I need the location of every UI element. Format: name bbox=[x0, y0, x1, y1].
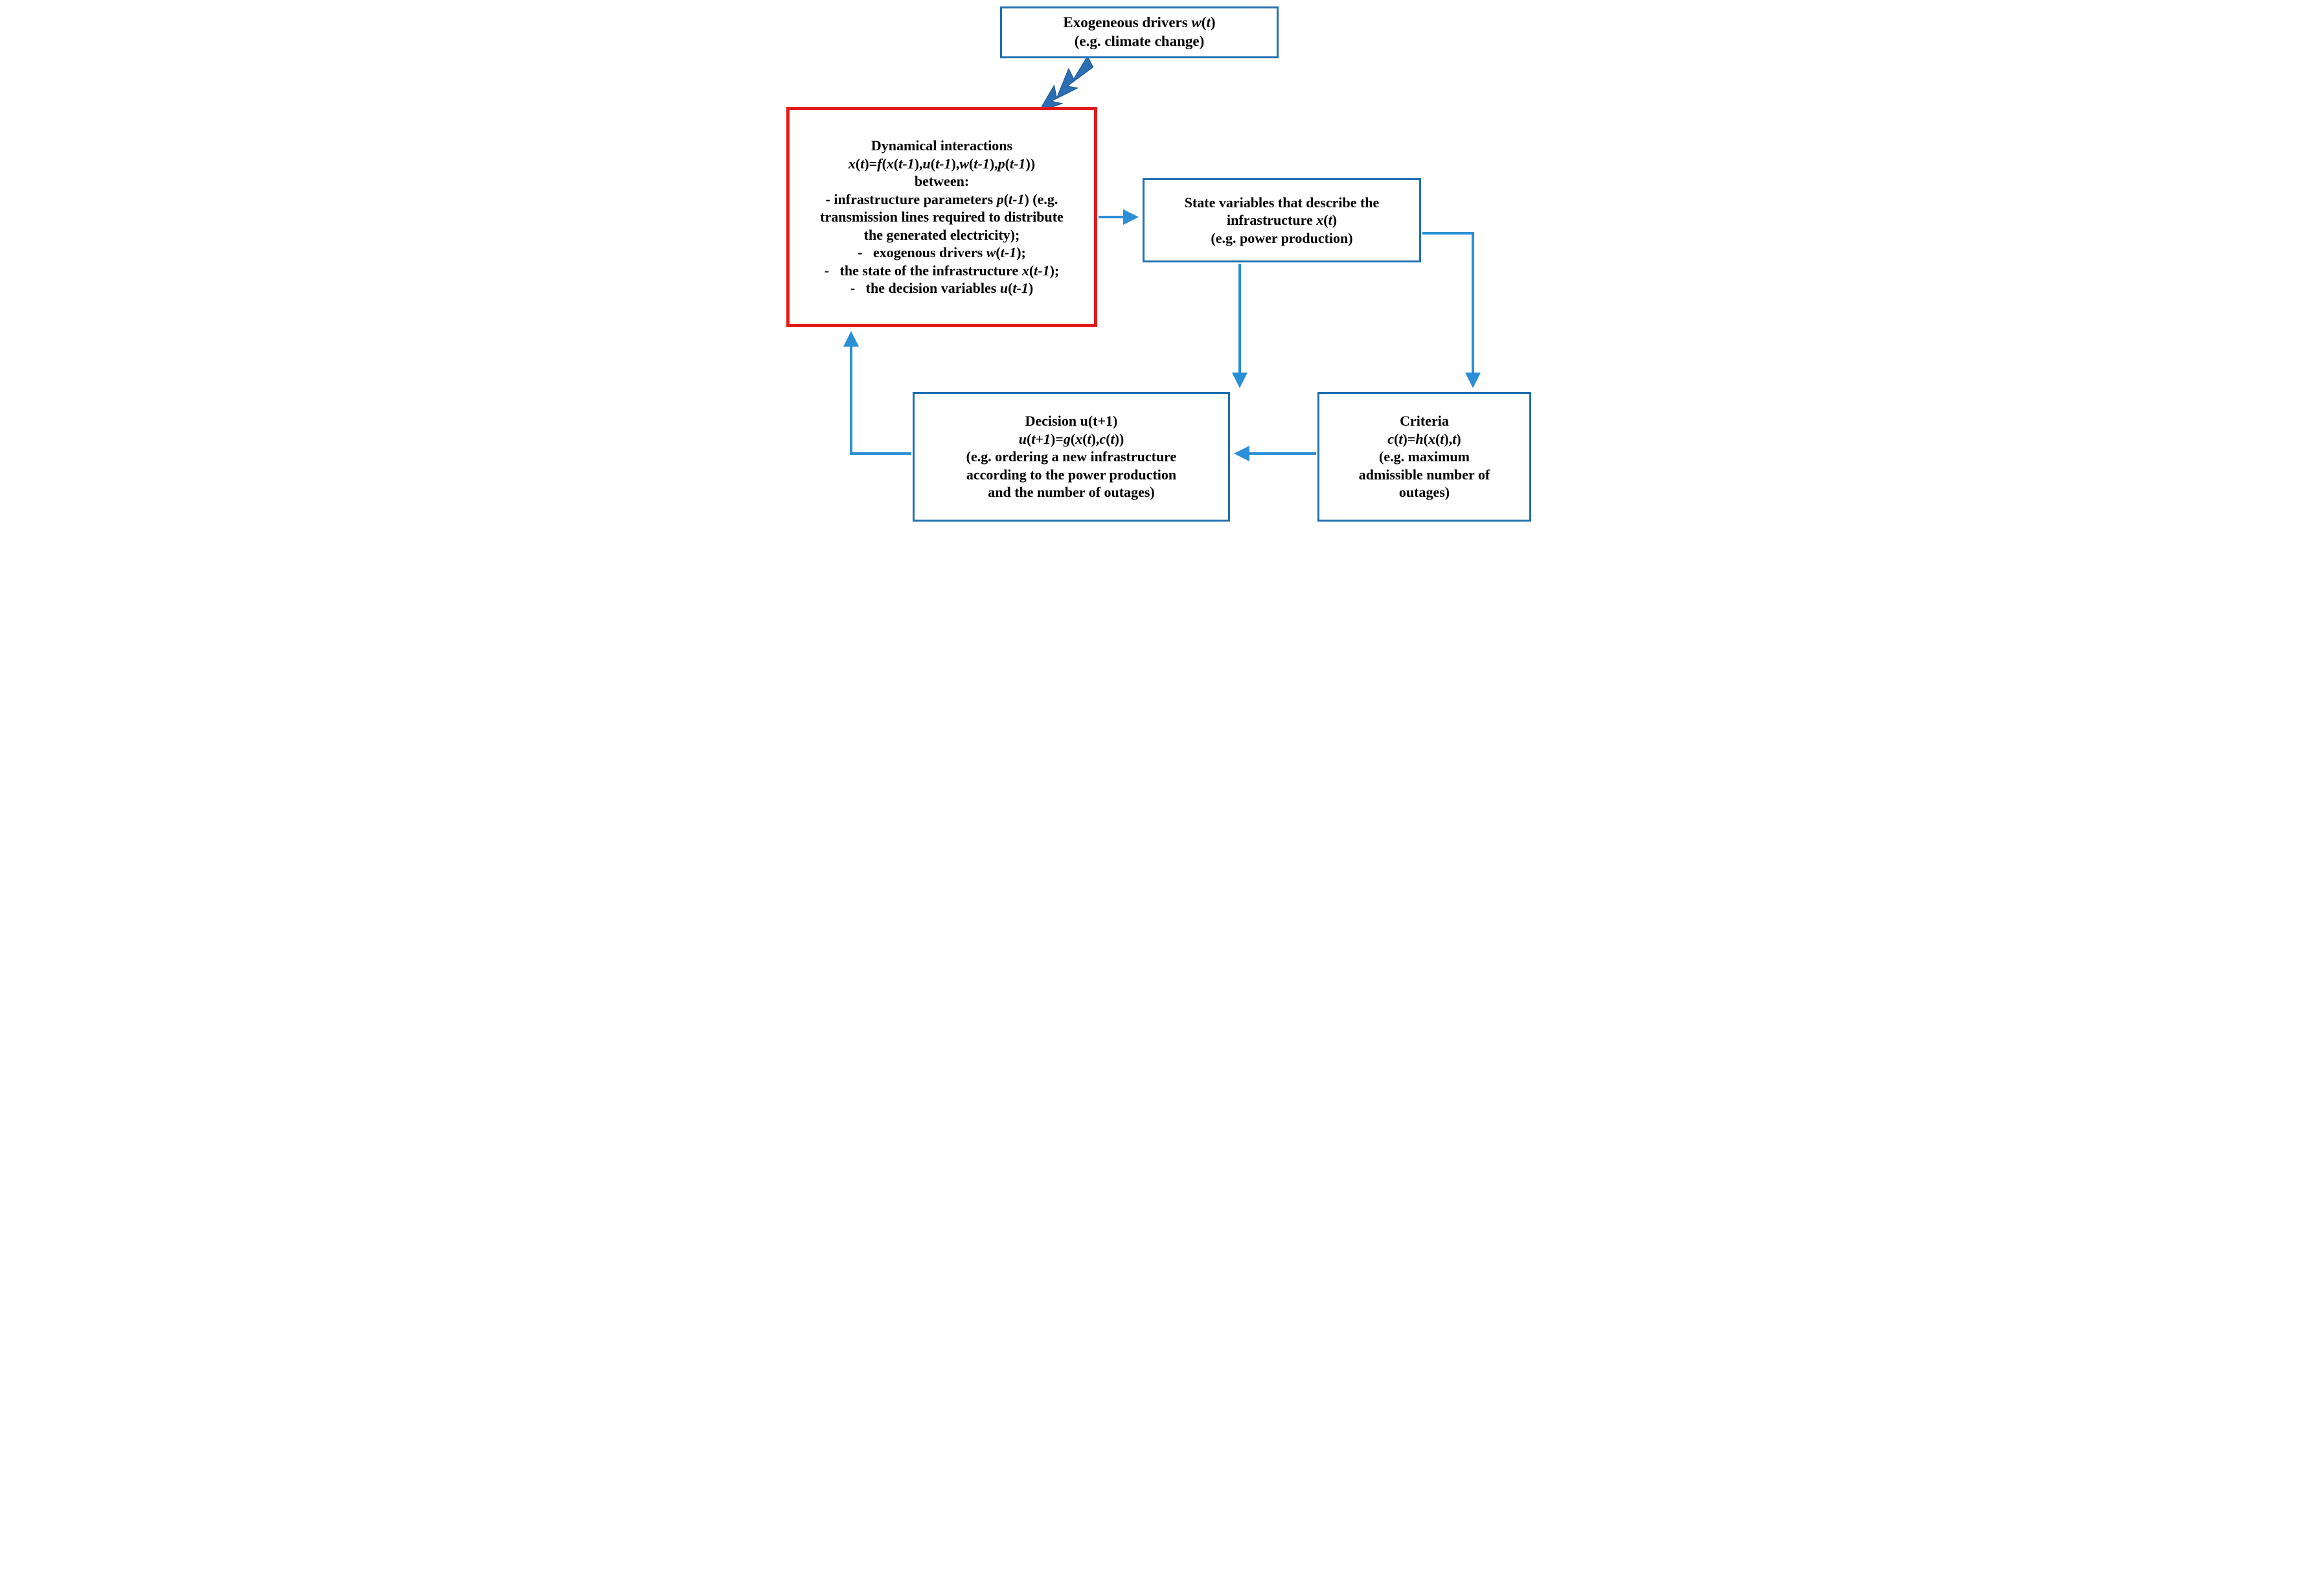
node-text-line: the generated electricity); bbox=[796, 226, 1088, 244]
node-text-line: x(t)=f(x(t-1),u(t-1),w(t-1),p(t-1)) bbox=[796, 155, 1088, 173]
node-text-line: outages) bbox=[1326, 483, 1523, 501]
bolt-connector bbox=[1039, 56, 1093, 111]
node-text-line: and the number of outages) bbox=[921, 483, 1222, 501]
node-text-line: u(t+1)=g(x(t),c(t)) bbox=[921, 430, 1222, 448]
node-text-line: Dynamical interactions bbox=[796, 137, 1088, 155]
node-text-line: (e.g. ordering a new infrastructure bbox=[921, 448, 1222, 466]
node-text-line: - the state of the infrastructure x(t-1)… bbox=[796, 262, 1088, 280]
node-text-line: (e.g. maximum bbox=[1326, 448, 1523, 466]
node-text-line: between: bbox=[796, 172, 1088, 190]
node-text-line: c(t)=h(x(t),t) bbox=[1326, 430, 1523, 448]
node-decision: Decision u(t+1)u(t+1)=g(x(t),c(t))(e.g. … bbox=[913, 392, 1230, 522]
node-text-line: transmission lines required to distribut… bbox=[796, 208, 1088, 226]
node-text-line: Criteria bbox=[1326, 412, 1523, 430]
node-text-line: - exogenous drivers w(t-1); bbox=[796, 244, 1088, 262]
node-text-line: (e.g. power production) bbox=[1151, 229, 1413, 247]
node-text-line: - infrastructure parameters p(t-1) (e.g. bbox=[796, 190, 1088, 209]
arrow-state-to-criteria bbox=[1422, 233, 1473, 386]
node-text-line: Decision u(t+1) bbox=[921, 412, 1222, 430]
node-text-line: infrastructure x(t) bbox=[1151, 211, 1413, 229]
node-text-line: admissible number of bbox=[1326, 466, 1523, 484]
node-text-line: according to the power production bbox=[921, 466, 1222, 484]
node-state: State variables that describe theinfrast… bbox=[1143, 178, 1421, 262]
node-text-line: (e.g. climate change) bbox=[1008, 32, 1270, 51]
node-dyn: Dynamical interactionsx(t)=f(x(t-1),u(t-… bbox=[786, 107, 1097, 327]
node-text-line: State variables that describe the bbox=[1151, 194, 1413, 212]
node-text-line: - the decision variables u(t-1) bbox=[796, 279, 1088, 297]
node-criteria: Criteriac(t)=h(x(t),t)(e.g. maximumadmis… bbox=[1317, 392, 1531, 522]
arrow-decision-to-dyn bbox=[851, 334, 911, 454]
node-exo: Exogeneous drivers w(t)(e.g. climate cha… bbox=[1000, 6, 1279, 58]
node-text-line: Exogeneous drivers w(t) bbox=[1008, 14, 1270, 32]
